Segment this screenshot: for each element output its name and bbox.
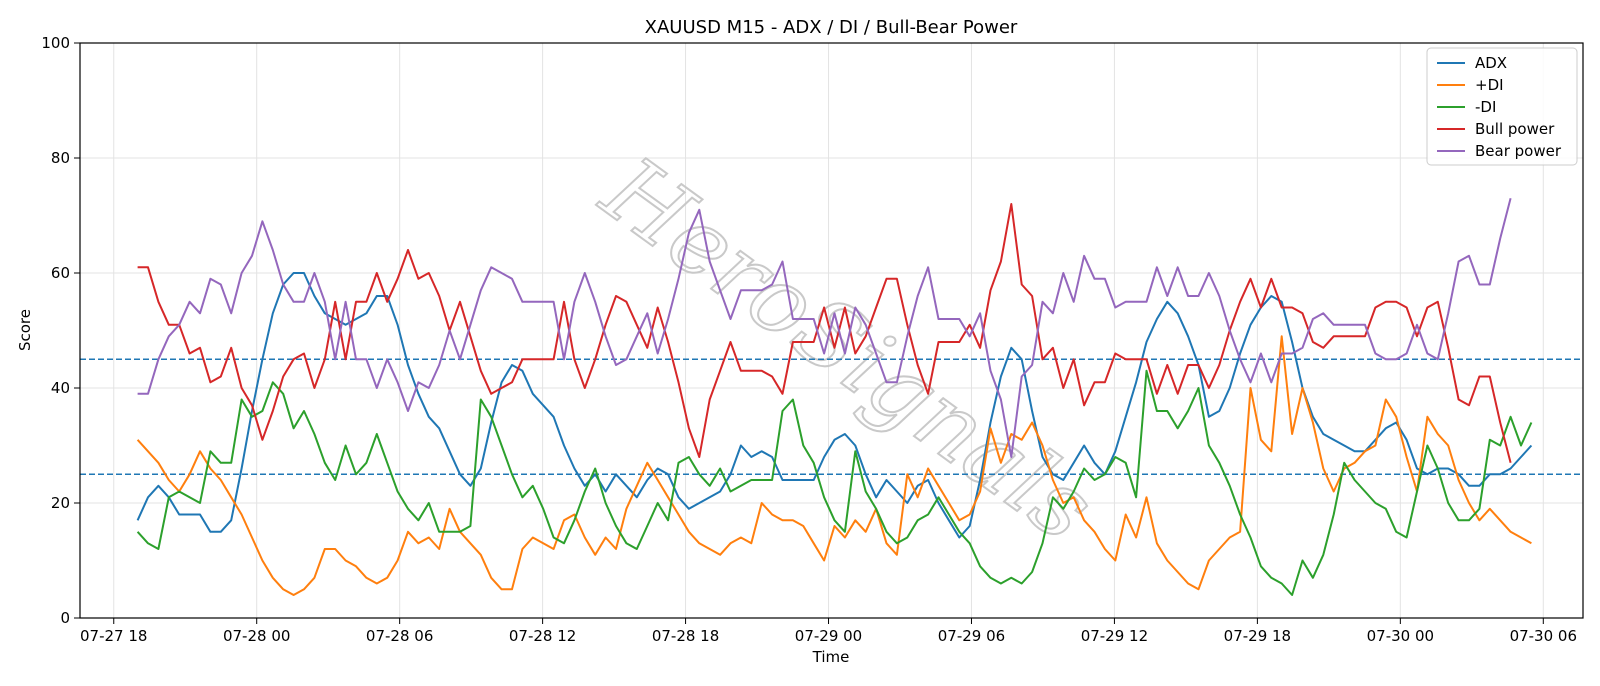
grid — [80, 42, 1583, 619]
series-line-di — [136, 335, 1532, 596]
y-tick-label: 100 — [41, 34, 70, 52]
x-tick-label: 07-29 06 — [938, 627, 1005, 645]
legend-label: Bull power — [1475, 120, 1555, 138]
y-axis-ticks: 0 20 40 60 80 100 — [41, 34, 80, 627]
x-tick-label: 07-28 06 — [366, 627, 433, 645]
series-line-di — [136, 369, 1533, 596]
y-axis-label: Score — [16, 309, 34, 351]
x-tick-label: 07-29 00 — [795, 627, 862, 645]
x-tick-label: 07-27 18 — [80, 627, 147, 645]
x-tick-label: 07-30 00 — [1367, 627, 1434, 645]
plot-frame — [79, 42, 1584, 619]
y-tick-label: 40 — [51, 379, 70, 397]
x-tick-label: 07-29 18 — [1224, 627, 1291, 645]
legend: ADX +DI -DI Bull power Bear power — [1426, 47, 1578, 166]
legend-label: ADX — [1475, 54, 1507, 72]
y-tick-label: 60 — [51, 264, 70, 282]
series-line-adx — [136, 272, 1533, 539]
x-tick-label: 07-28 00 — [223, 627, 290, 645]
x-tick-label: 07-30 06 — [1510, 627, 1577, 645]
legend-box — [1426, 47, 1578, 166]
y-tick-label: 80 — [51, 149, 70, 167]
legend-label: -DI — [1475, 98, 1496, 116]
legend-label: Bear power — [1475, 142, 1562, 160]
x-axis-ticks: 07-27 18 07-28 00 07-28 06 07-28 12 07-28 18… — [80, 618, 1577, 645]
series-lines — [136, 198, 1533, 596]
series-line-bear-power — [137, 198, 1512, 458]
chart-title: XAUUSD M15 - ADX / DI / Bull-Bear Power — [645, 17, 1018, 38]
y-tick-label: 20 — [51, 494, 70, 512]
series-line-bull-power — [137, 203, 1512, 464]
x-tick-label: 07-29 12 — [1081, 627, 1148, 645]
reference-lines — [80, 358, 1583, 475]
y-tick-label: 0 — [60, 609, 70, 627]
legend-label: +DI — [1475, 76, 1504, 94]
x-axis-label: Time — [812, 648, 850, 666]
x-tick-label: 07-28 12 — [509, 627, 576, 645]
x-tick-label: 07-28 18 — [652, 627, 719, 645]
